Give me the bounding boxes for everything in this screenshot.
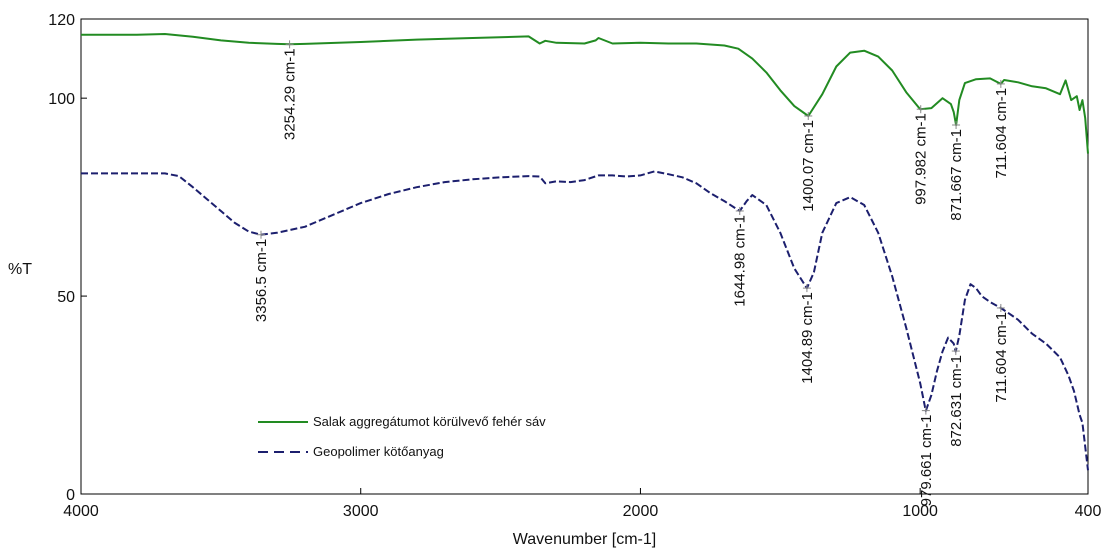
x-tick-label: 1000 [902,503,938,520]
legend-label-series-2: Geopolimer kötőanyag [313,444,444,459]
series-line-2 [81,170,1089,471]
y-tick-label: 50 [57,289,75,306]
ticks-layer: 4000 3000 2000 1000 400 120 100 50 0 [48,12,1101,520]
plot-frame [80,18,1089,495]
y-tick-label: 120 [48,12,75,29]
peak-label: 711.604 cm-1 [993,312,1010,403]
x-axis-title: Wavenumber [cm-1] [513,531,656,548]
x-tick-label: 3000 [343,503,379,520]
x-tick-label: 4000 [63,503,99,520]
peak-label: 872.631 cm-1 [948,355,965,447]
peak-label: 997.982 cm-1 [913,113,930,205]
series-layer [81,33,1089,471]
y-tick-label: 0 [66,487,75,504]
peak-label: 1404.89 cm-1 [799,292,816,384]
peak-label: 1644.98 cm-1 [732,215,749,307]
y-axis-title: %T [8,261,32,278]
legend: Salak aggregátumot körülvevő fehér sáv G… [258,414,546,459]
x-tick-label: 2000 [623,503,659,520]
peak-label: 871.667 cm-1 [948,129,965,221]
peak-label: 1400.07 cm-1 [800,120,817,212]
peak-label: 711.604 cm-1 [993,88,1010,179]
peak-label: 979.661 cm-1 [918,415,935,507]
annotation-layer: 3254.29 cm-1 1400.07 cm-1 997.982 cm-1 871.… [253,40,1010,506]
peak-label: 3254.29 cm-1 [282,48,299,140]
peak-label: 3356.5 cm-1 [253,239,270,322]
y-tick-label: 100 [48,91,75,108]
x-tick-label: 400 [1075,503,1102,520]
legend-label-series-1: Salak aggregátumot körülvevő fehér sáv [313,414,546,429]
series-line-1 [81,33,1089,154]
